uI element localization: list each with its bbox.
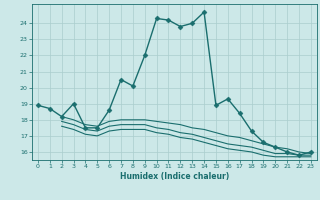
X-axis label: Humidex (Indice chaleur): Humidex (Indice chaleur) — [120, 172, 229, 181]
